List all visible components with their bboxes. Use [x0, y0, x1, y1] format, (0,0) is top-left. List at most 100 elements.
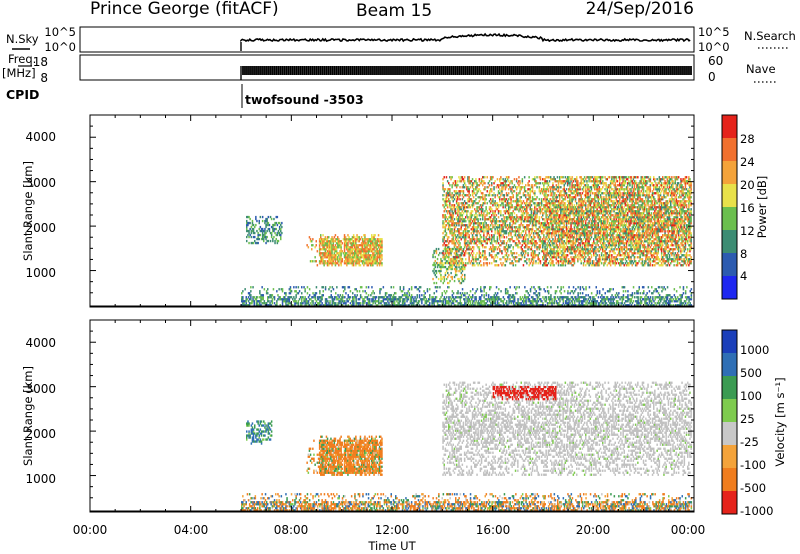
power-cell — [525, 184, 527, 187]
power-cell — [538, 230, 541, 233]
power-cell — [508, 214, 510, 217]
power-cell — [499, 230, 501, 233]
power-cell — [368, 246, 371, 249]
power-cell — [523, 216, 526, 219]
power-cell — [581, 254, 584, 257]
power-cell — [478, 212, 481, 215]
power-cell — [602, 176, 604, 179]
power-cell — [367, 250, 370, 253]
power-cell — [457, 196, 459, 199]
power-cell — [330, 260, 332, 263]
power-cell — [597, 196, 599, 199]
power-cell — [604, 232, 606, 235]
power-cell — [581, 208, 584, 211]
power-cell — [563, 234, 565, 237]
power-cell — [539, 176, 542, 179]
power-cell — [264, 221, 266, 225]
power-cell — [480, 244, 483, 247]
power-cell — [450, 178, 452, 181]
power-cell — [445, 194, 448, 197]
power-cell — [346, 260, 348, 263]
power-cell — [441, 265, 443, 269]
power-cell — [494, 220, 496, 223]
power-cell — [570, 252, 572, 255]
power-cell — [333, 256, 336, 259]
power-cell — [502, 204, 504, 207]
power-cell — [349, 256, 351, 259]
power-cell — [608, 252, 611, 255]
power-cell — [544, 254, 546, 257]
power-cell — [486, 224, 488, 227]
power-cell — [560, 228, 562, 231]
power-cell — [458, 218, 460, 221]
power-cell — [380, 260, 382, 263]
power-cell — [534, 184, 536, 187]
power-cell — [578, 204, 580, 207]
power-cell — [474, 242, 476, 245]
power-cell — [462, 264, 465, 267]
power-cell — [562, 204, 564, 207]
power-cell — [453, 244, 456, 247]
power-cell — [523, 254, 526, 257]
power-cell — [569, 260, 571, 263]
power-cell — [519, 198, 521, 201]
power-cell — [471, 190, 474, 193]
power-cell — [566, 206, 569, 209]
power-cell — [446, 210, 449, 213]
power-cell — [604, 250, 606, 253]
power-cell — [496, 228, 499, 231]
power-cell — [555, 244, 558, 247]
power-cell — [258, 233, 260, 237]
power-cell — [548, 224, 551, 227]
power-cell — [343, 234, 346, 237]
power-cell — [547, 208, 550, 211]
power-cell — [462, 254, 465, 257]
power-cell — [329, 242, 331, 245]
power-cell — [574, 178, 577, 181]
power-cell — [330, 248, 332, 251]
power-cell — [256, 241, 258, 245]
power-cell — [577, 228, 579, 231]
power-cell — [335, 258, 338, 261]
power-cell — [455, 218, 458, 221]
power-cell — [261, 219, 264, 223]
power-cell — [608, 190, 611, 193]
power-cell — [265, 219, 267, 223]
power-cell — [571, 234, 573, 237]
power-cell — [583, 216, 586, 219]
power-cell — [503, 264, 505, 267]
power-cell — [581, 198, 584, 201]
power-cell — [525, 194, 527, 197]
power-cell — [354, 260, 356, 263]
power-cell — [445, 254, 448, 257]
power-cell — [499, 226, 501, 229]
power-cell — [600, 208, 603, 211]
power-cell — [503, 184, 505, 187]
power-cell — [565, 230, 568, 233]
power-cell — [470, 252, 473, 255]
power-cell — [561, 200, 563, 203]
power-cell — [329, 258, 331, 261]
power-cell — [509, 224, 511, 227]
power-cell — [449, 279, 451, 283]
power-cell — [472, 224, 475, 227]
power-cell — [563, 208, 565, 211]
power-cell — [534, 224, 536, 227]
power-cell — [568, 204, 570, 207]
power-cell — [552, 208, 554, 211]
power-cell — [519, 216, 521, 219]
power-cell — [365, 260, 367, 263]
power-cell — [543, 222, 545, 225]
power-cell — [501, 186, 503, 189]
power-cell — [462, 248, 465, 251]
power-cell — [487, 238, 490, 241]
power-cell — [444, 230, 447, 233]
power-cell — [261, 235, 264, 239]
power-cell — [538, 236, 541, 239]
power-cell — [458, 260, 460, 263]
power-cell — [451, 214, 453, 217]
power-cell — [515, 214, 518, 217]
power-cell — [588, 242, 590, 245]
power-cell — [312, 244, 314, 247]
power-cell — [464, 265, 466, 269]
